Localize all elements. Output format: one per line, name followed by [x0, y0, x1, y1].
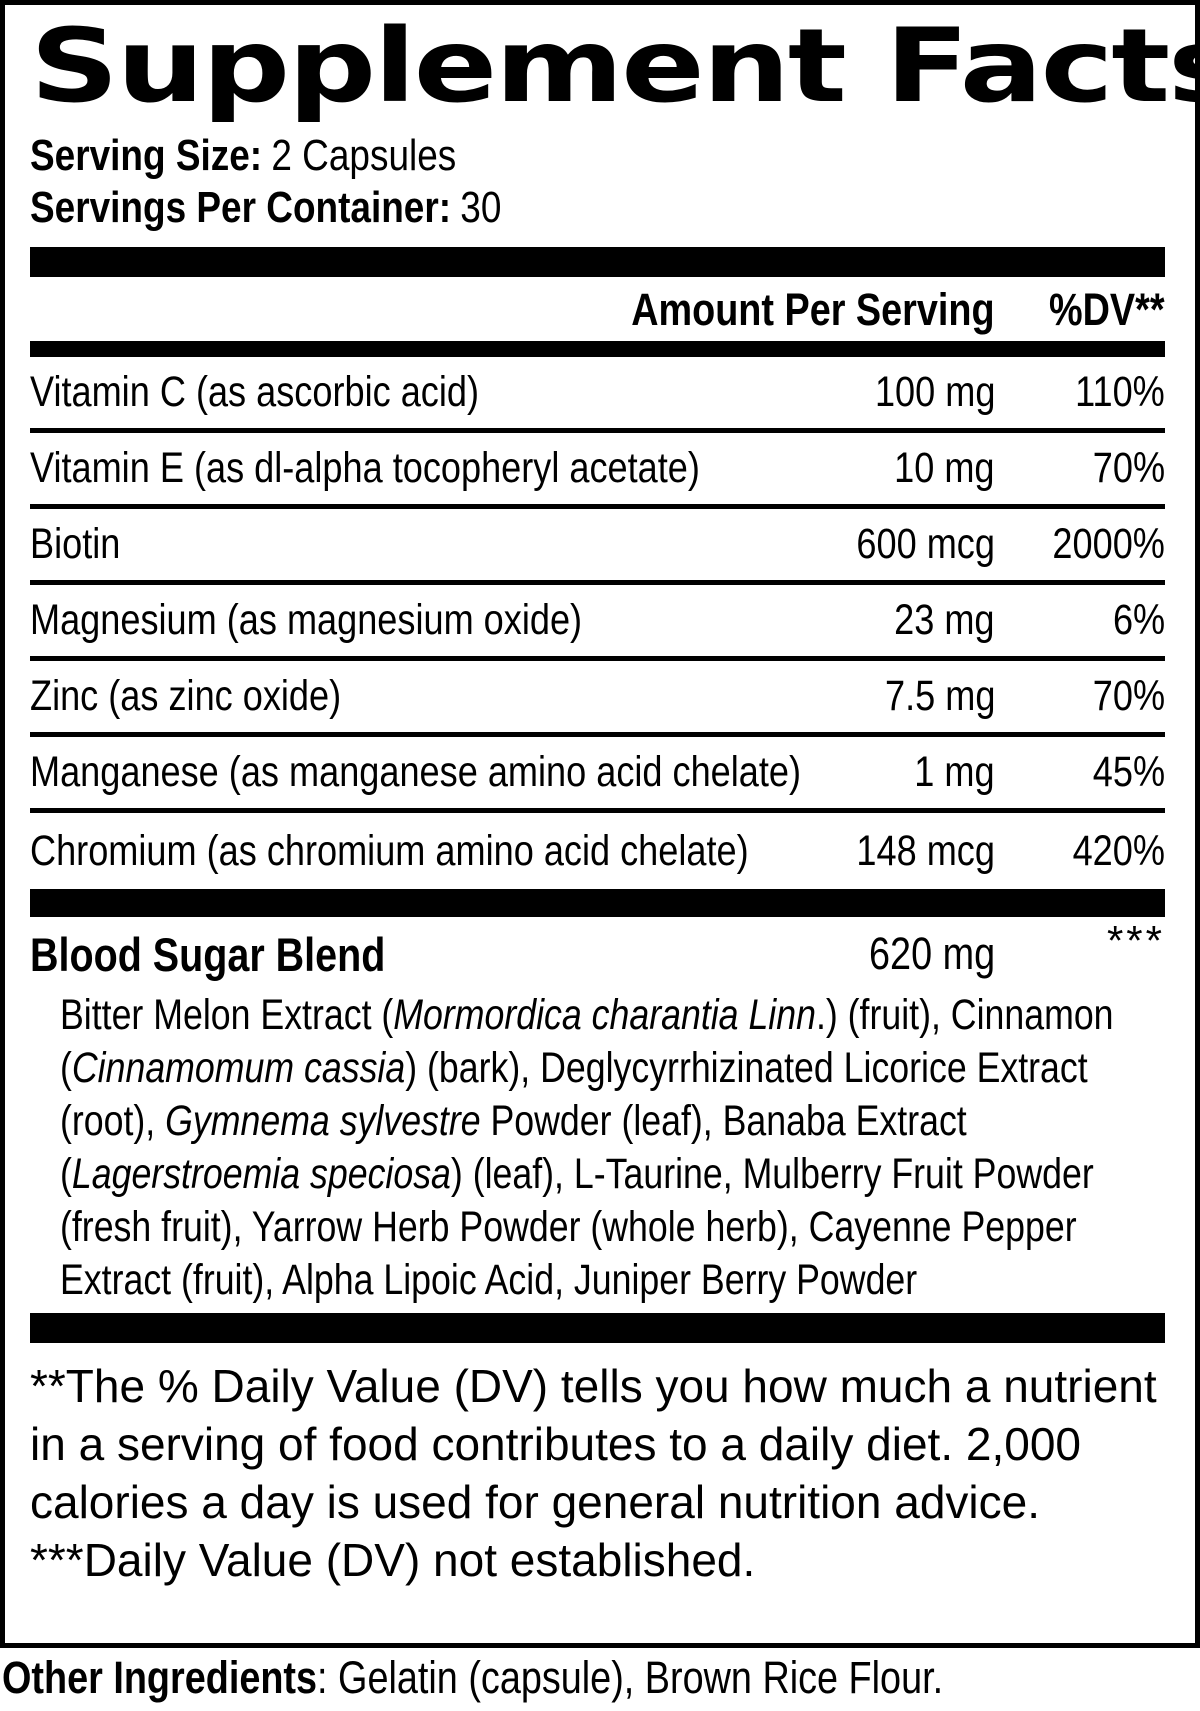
table-row: Zinc (as zinc oxide) 7.5 mg 70% — [30, 661, 1165, 737]
nutrient-amount: 10 mg — [894, 444, 995, 492]
divider-bar-thick-top — [30, 247, 1165, 277]
table-row: Manganese (as manganese amino acid chela… — [30, 737, 1165, 813]
table-row: Magnesium (as magnesium oxide) 23 mg 6% — [30, 585, 1165, 661]
nutrient-amount: 600 mcg — [856, 520, 995, 568]
nutrient-name: Vitamin E (as dl-alpha tocopheryl acetat… — [30, 444, 700, 492]
blend-dv-asterisks: *** — [1106, 917, 1165, 964]
servings-per-container-line: Servings Per Container: 30 — [30, 185, 591, 231]
nutrient-amount: 100 mg — [874, 368, 995, 416]
nutrient-dv: 45% — [1092, 748, 1165, 796]
nutrient-dv: 420% — [1072, 826, 1165, 875]
not-established-footnote: ***Daily Value (DV) not established. — [30, 1534, 756, 1586]
nutrient-name: Vitamin C (as ascorbic acid) — [30, 368, 479, 416]
nutrient-name: Zinc (as zinc oxide) — [30, 672, 342, 720]
other-ingredients-value: : Gelatin (capsule), Brown Rice Flour. — [317, 1652, 944, 1703]
nutrient-dv: 2000% — [1052, 520, 1165, 568]
page-title: Supplement Facts — [30, 7, 1200, 126]
amount-per-serving-header: Amount Per Serving — [631, 284, 995, 335]
nutrient-name: Magnesium (as magnesium oxide) — [30, 596, 583, 644]
nutrient-dv: 70% — [1092, 444, 1165, 492]
nutrient-dv: 110% — [1075, 368, 1165, 416]
other-ingredients-label: Other Ingredients — [2, 1652, 318, 1703]
dv-footnote: **The % Daily Value (DV) tells you how m… — [30, 1360, 1157, 1528]
nutrient-name: Chromium (as chromium amino acid chelate… — [30, 826, 749, 875]
nutrient-amount: 23 mg — [894, 596, 995, 644]
nutrient-dv: 6% — [1112, 596, 1165, 644]
nutrient-name: Manganese (as manganese amino acid chela… — [30, 748, 802, 796]
footnotes: **The % Daily Value (DV) tells you how m… — [30, 1357, 1165, 1589]
nutrient-name: Biotin — [30, 520, 121, 568]
nutrient-amount: 1 mg — [914, 748, 995, 796]
divider-bar-above-footnote — [30, 1313, 1165, 1343]
other-ingredients-line: Other Ingredients: Gelatin (capsule), Br… — [2, 1652, 1122, 1704]
table-row: Vitamin C (as ascorbic acid) 100 mg 110% — [30, 357, 1165, 433]
blend-row: Blood Sugar Blend 620 mg *** — [30, 917, 1165, 985]
divider-bar-above-blend — [30, 889, 1165, 917]
nutrient-amount: 7.5 mg — [884, 672, 995, 720]
serving-size-value: 2 Capsules — [271, 131, 457, 180]
dv-header: %DV** — [1049, 284, 1165, 335]
supplement-facts-box: Supplement Facts Serving Size: 2 Capsules… — [0, 0, 1200, 1648]
blend-amount: 620 mg — [868, 928, 995, 979]
table-row: Vitamin E (as dl-alpha tocopheryl acetat… — [30, 433, 1165, 509]
serving-size-line: Serving Size: 2 Capsules — [30, 133, 537, 179]
table-row: Chromium (as chromium amino acid chelate… — [30, 813, 1165, 889]
blend-name: Blood Sugar Blend — [30, 927, 386, 981]
nutrient-dv: 70% — [1092, 672, 1165, 720]
table-row: Biotin 600 mcg 2000% — [30, 509, 1165, 585]
nutrient-table: Vitamin C (as ascorbic acid) 100 mg 110%… — [30, 357, 1165, 889]
nutrient-amount: 148 mcg — [856, 826, 995, 875]
table-header-row: Amount Per Serving %DV** — [30, 284, 1165, 335]
serving-size-label: Serving Size: — [30, 131, 263, 180]
divider-bar-under-header — [30, 341, 1165, 357]
blend-ingredients-paragraph: Bitter Melon Extract (Mormordica charant… — [60, 992, 1114, 1304]
servings-per-container-value: 30 — [460, 183, 502, 232]
servings-per-container-label: Servings Per Container: — [30, 183, 452, 232]
